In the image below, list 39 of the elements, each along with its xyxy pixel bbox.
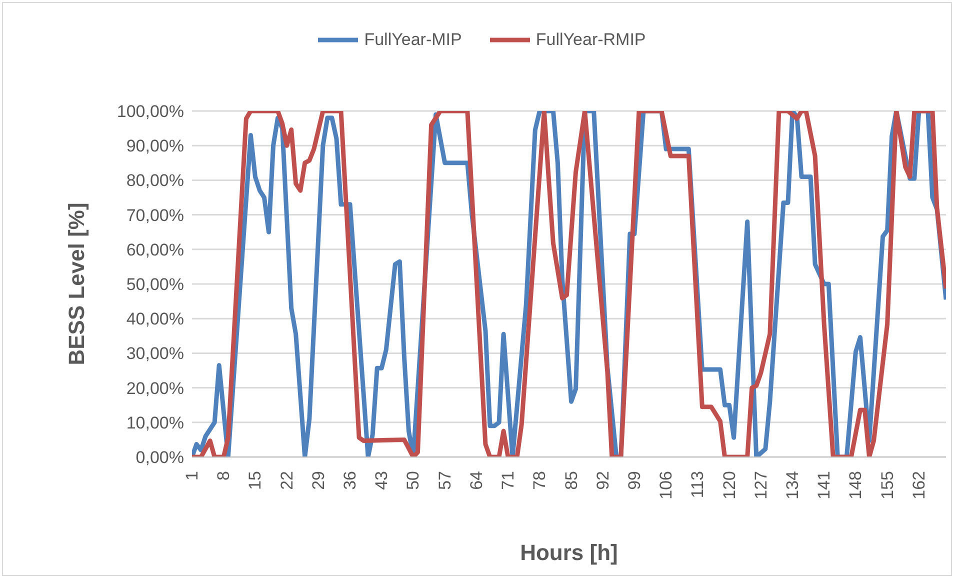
x-tick-label: 50 xyxy=(404,471,423,490)
y-tick-label: 70,00% xyxy=(126,206,184,225)
legend-label: FullYear-MIP xyxy=(364,30,462,50)
x-tick-label: 43 xyxy=(372,471,392,490)
y-tick-label: 20,00% xyxy=(126,378,184,398)
y-tick-label: 30,00% xyxy=(126,344,184,364)
y-tick-label: 0,00% xyxy=(136,448,184,468)
y-axis-title: BESS Level [%] xyxy=(64,202,89,366)
x-tick-label: 22 xyxy=(277,471,296,490)
x-tick-label: 1 xyxy=(182,471,202,480)
x-tick-label: 71 xyxy=(498,471,518,490)
x-tick-label: 113 xyxy=(688,471,708,498)
x-tick-label: 36 xyxy=(340,471,360,490)
y-tick-label: 80,00% xyxy=(126,171,184,190)
x-tick-label: 85 xyxy=(562,471,581,490)
x-tick-label: 64 xyxy=(466,471,486,490)
x-tick-label: 29 xyxy=(308,471,328,490)
y-tick-label: 90,00% xyxy=(126,136,184,156)
x-tick-label: 92 xyxy=(593,471,612,490)
x-tick-label: 155 xyxy=(878,471,897,500)
x-tick-label: 8 xyxy=(214,471,234,480)
x-tick-label: 99 xyxy=(624,471,644,490)
legend-label: FullYear-RMIP xyxy=(536,30,646,50)
y-tick-label: 100,00% xyxy=(116,102,184,122)
x-axis-title: Hours [h] xyxy=(520,540,618,565)
x-tick-label: 106 xyxy=(656,471,676,500)
x-tick-label: 127 xyxy=(751,471,770,500)
x-tick-label: 120 xyxy=(720,471,739,500)
y-tick-label: 10,00% xyxy=(126,413,184,432)
x-tick-label: 148 xyxy=(846,471,866,500)
x-tick-label: 162 xyxy=(909,471,928,500)
x-tick-label: 57 xyxy=(435,471,454,490)
x-tick-label: 15 xyxy=(246,471,265,490)
x-tick-label: 78 xyxy=(530,471,550,490)
y-tick-label: 40,00% xyxy=(126,310,184,329)
x-tick-label: 134 xyxy=(782,471,802,500)
y-tick-label: 50,00% xyxy=(126,275,184,294)
y-tick-label: 60,00% xyxy=(126,240,184,260)
x-tick-label: 141 xyxy=(814,471,834,500)
